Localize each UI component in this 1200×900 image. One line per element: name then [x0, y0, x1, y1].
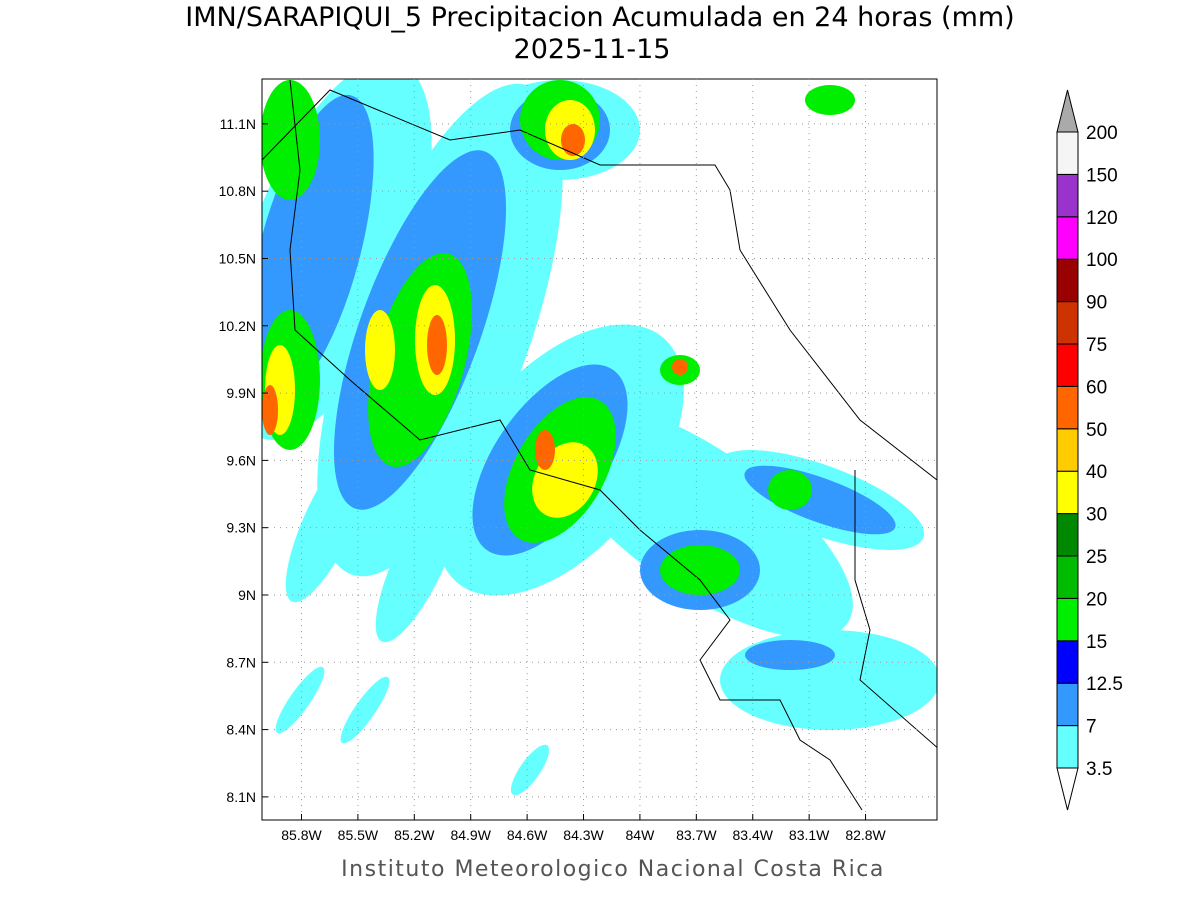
colorbar-box [1056, 385, 1079, 430]
y-tick-label: 9.9N [226, 385, 256, 401]
y-tick-label: 9.6N [226, 452, 256, 468]
colorbar-box [1056, 555, 1079, 599]
x-tick-label: 85.2W [394, 827, 435, 843]
x-tick-label: 84W [626, 827, 656, 843]
coastline [262, 79, 937, 811]
y-tick-label: 11.1N [220, 116, 256, 132]
x-tick-label: 84.3W [563, 827, 604, 843]
colorbar-label: 7 [1086, 717, 1097, 738]
colorbar-box [1056, 640, 1079, 684]
x-tick-label: 85.8W [281, 827, 322, 843]
y-tick-label: 10.2N [219, 318, 256, 334]
colorbar-label: 75 [1086, 335, 1107, 356]
colorbar-label: 120 [1086, 208, 1118, 229]
colorbar-label: 60 [1086, 377, 1107, 398]
colorbar-box [1056, 428, 1079, 472]
y-tick-label: 8.4N [226, 722, 256, 738]
y-tick-label: 8.7N [226, 654, 256, 670]
x-tick-label: 85.5W [338, 827, 379, 843]
colorbar-box [1056, 725, 1079, 769]
colorbar-box [1056, 131, 1079, 175]
date: 2025-11-15 [514, 34, 671, 65]
colorbar-box [1056, 258, 1079, 303]
colorbar-box [1056, 470, 1079, 515]
x-tick-label: 82.8W [845, 827, 886, 843]
colorbar-box [1056, 173, 1079, 218]
colorbar-box [1056, 597, 1079, 642]
x-tick-label: 84.9W [450, 827, 491, 843]
colorbar-box [1056, 682, 1079, 727]
x-tick-label: 83.7W [676, 827, 717, 843]
title: IMN/SARAPIQUI_5 Precipitacion Acumulada … [185, 2, 1014, 33]
y-tick-label: 9.3N [226, 520, 256, 536]
colorbar-box [1056, 216, 1079, 260]
colorbar-label: 100 [1086, 250, 1118, 271]
x-tick-label: 84.6W [507, 827, 548, 843]
colorbar-over [1056, 89, 1079, 133]
colorbar-box [1056, 301, 1079, 345]
colorbar-label: 90 [1086, 293, 1107, 314]
colorbar-under [1056, 767, 1079, 811]
y-tick-label: 10.8N [219, 183, 256, 199]
y-tick-label: 8.1N [226, 789, 256, 805]
x-tick-label: 83.4W [733, 827, 774, 843]
y-tick-label: 9N [238, 587, 256, 603]
y-tick-label: 10.5N [219, 250, 256, 266]
footer: Instituto Meteorologico Nacional Costa R… [341, 857, 885, 882]
colorbar-label: 30 [1086, 505, 1107, 526]
x-tick-label: 83.1W [789, 827, 830, 843]
colorbar-label: 12.5 [1086, 674, 1123, 695]
colorbar-label: 50 [1086, 420, 1107, 441]
colorbar-box [1056, 513, 1079, 557]
map-frame [261, 78, 938, 821]
colorbar-label: 3.5 [1086, 759, 1112, 780]
colorbar-label: 20 [1086, 589, 1107, 610]
colorbar-label: 15 [1086, 632, 1107, 653]
colorbar-box [1056, 343, 1079, 387]
precip-field [262, 79, 937, 796]
colorbar-label: 25 [1086, 547, 1107, 568]
colorbar-label: 200 [1086, 123, 1118, 144]
colorbar-label: 150 [1086, 165, 1118, 186]
colorbar-label: 40 [1086, 462, 1107, 483]
